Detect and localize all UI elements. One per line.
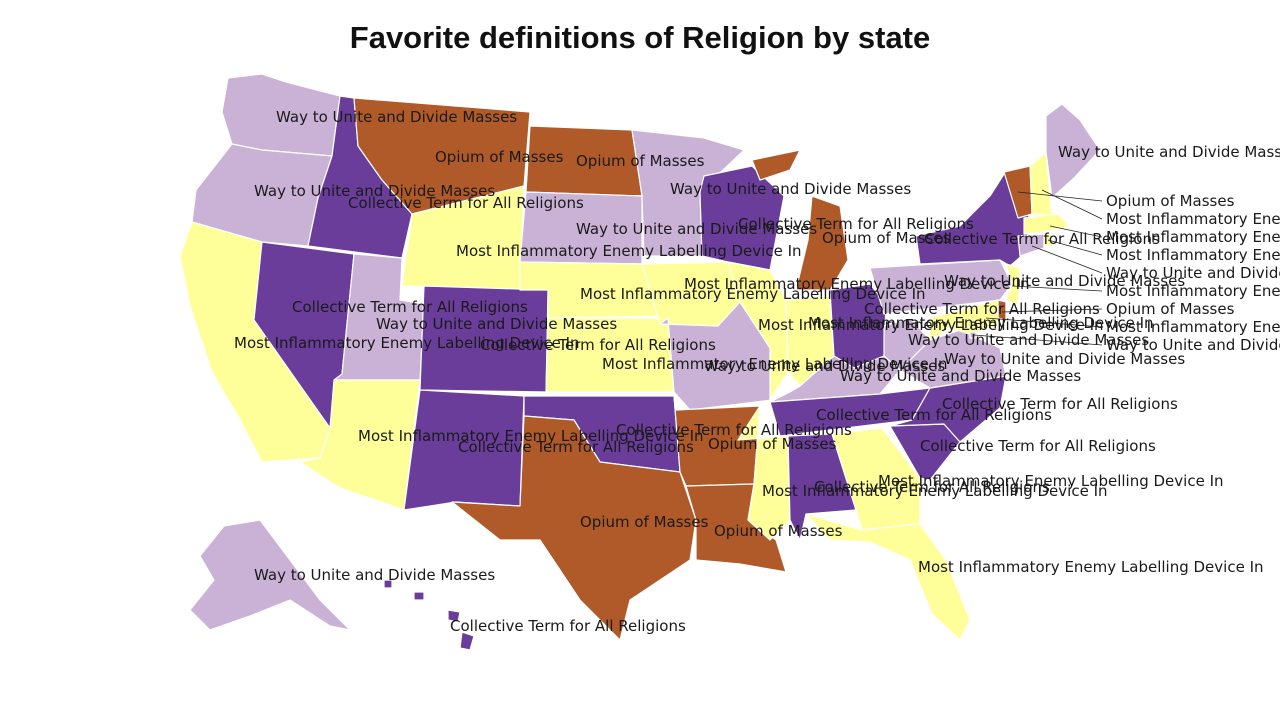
state-label-virginia: Way to Unite and Divide Masses: [944, 350, 1185, 368]
state-maine: [1045, 103, 1101, 199]
state-label-wisconsin: Collective Term for All Religions: [738, 215, 974, 233]
state-florida: [805, 513, 971, 641]
state-label-georgia: Most Inflammatory Enemy Labelling Device…: [878, 472, 1224, 490]
state-shapes: [179, 73, 1101, 651]
state-label-pennsylvania: Way to Unite and Divide Masses: [944, 272, 1185, 290]
state-label-louisiana: Opium of Masses: [714, 522, 843, 540]
state-label-montana: Opium of Masses: [435, 148, 564, 166]
state-arizona: [299, 379, 421, 511]
state-label-colorado: Collective Term for All Religions: [480, 336, 716, 354]
state-label-arkansas: Opium of Masses: [708, 435, 837, 453]
leader-line-delaware: [1001, 308, 1103, 313]
state-texas: [451, 415, 697, 641]
state-label-utah: Way to Unite and Divide Masses: [376, 315, 617, 333]
state-label-idaho: Collective Term for All Religions: [348, 194, 584, 212]
state-label-new-hampshire: Most Inflammatory Enemy Labelling Device…: [1106, 210, 1280, 228]
state-label-alabama: Collective Term for All Religions: [814, 478, 1050, 496]
state-connecticut: [1017, 233, 1045, 257]
leader-line-new-hampshire: [1041, 189, 1103, 220]
state-label-nebraska: Most Inflammatory Enemy Labelling Device…: [580, 285, 926, 303]
state-label-new-jersey: Most Inflammatory Enemy Labelling Device…: [1106, 282, 1280, 300]
leader-line-new-jersey: [1011, 285, 1103, 292]
state-label-illinois: Most Inflammatory Enemy Labelling Device…: [758, 316, 1104, 334]
state-label-connecticut: Way to Unite and Divide Masses: [1106, 264, 1280, 282]
state-label-florida: Most Inflammatory Enemy Labelling Device…: [918, 558, 1264, 576]
state-label-south-carolina: Collective Term for All Religions: [920, 437, 1156, 455]
map-title: Favorite definitions of Religion by stat…: [349, 20, 931, 55]
leader-line-massachusetts: [1049, 225, 1103, 238]
state-district-of-columbia: [969, 331, 977, 339]
state-label-new-mexico: Collective Term for All Religions: [458, 438, 694, 456]
state-label-south-dakota: Way to Unite and Divide Masses: [576, 220, 817, 238]
leader-line-maryland: [985, 317, 1103, 328]
state-massachusetts: [1023, 213, 1071, 235]
state-label-delaware: Opium of Masses: [1106, 300, 1235, 318]
state-new-jersey: [1005, 263, 1021, 307]
state-label-alaska: Way to Unite and Divide Masses: [254, 566, 495, 584]
state-label-ohio: Collective Term for All Religions: [864, 300, 1100, 318]
state-label-oregon: Way to Unite and Divide Masses: [254, 182, 495, 200]
state-missouri: [659, 301, 773, 411]
leader-line-vermont: [1017, 191, 1103, 202]
state-label-vermont: Opium of Masses: [1106, 192, 1235, 210]
state-label-mississippi: Most Inflammatory Enemy Labelling Device…: [762, 482, 1108, 500]
state-label-rhode-island: Most Inflammatory Enemy Labelling Device…: [1106, 246, 1280, 264]
leader-lines: [973, 189, 1103, 346]
state-alaska: [189, 519, 351, 631]
state-label-district-of-columbia: Way to Unite and Divide Masses: [1106, 336, 1280, 354]
state-label-kansas: Most Inflammatory Enemy Labelling Device…: [602, 355, 948, 373]
leader-line-district-of-columbia: [973, 334, 1103, 346]
state-label-new-york: Collective Term for All Religions: [924, 230, 1160, 248]
state-west-virginia: [883, 317, 931, 371]
state-label-minnesota: Way to Unite and Divide Masses: [670, 180, 911, 198]
state-label-texas: Opium of Masses: [580, 513, 709, 531]
state-label-michigan: Opium of Masses: [822, 229, 951, 247]
state-label-north-carolina: Collective Term for All Religions: [942, 395, 1178, 413]
state-label-oklahoma: Collective Term for All Religions: [616, 421, 852, 439]
state-label-kentucky: Way to Unite and Divide Masses: [840, 367, 1081, 385]
state-label-maryland: Most Inflammatory Enemy Labelling Device…: [1106, 318, 1280, 336]
state-label-nevada: Collective Term for All Religions: [292, 298, 528, 316]
state-label-indiana: Most Inflammatory Enemy Labelling Device…: [808, 314, 1154, 332]
state-hawaii: [383, 579, 475, 651]
state-label-missouri: Way to Unite and Divide Masses: [704, 357, 945, 375]
state-label-west-virginia: Way to Unite and Divide Masses: [908, 331, 1149, 349]
state-label-tennessee: Collective Term for All Religions: [816, 406, 1052, 424]
state-illinois: [727, 261, 789, 401]
leader-line-connecticut: [1031, 245, 1103, 274]
state-label-washington: Way to Unite and Divide Masses: [276, 108, 517, 126]
state-label-maine: Way to Unite and Divide Masses: [1058, 143, 1280, 161]
state-label-wyoming: Most Inflammatory Enemy Labelling Device…: [456, 242, 802, 260]
state-label-massachusetts: Most Inflammatory Enemy Labelling Device…: [1106, 228, 1280, 246]
state-label-california: Most Inflammatory Enemy Labelling Device…: [234, 334, 580, 352]
state-label-iowa: Most Inflammatory Enemy Labelling Device…: [684, 275, 1030, 293]
state-label-north-dakota: Opium of Masses: [576, 152, 705, 170]
state-label-hawaii: Collective Term for All Religions: [450, 617, 686, 635]
leader-line-rhode-island: [1047, 239, 1103, 256]
state-label-arizona: Most Inflammatory Enemy Labelling Device…: [358, 427, 704, 445]
